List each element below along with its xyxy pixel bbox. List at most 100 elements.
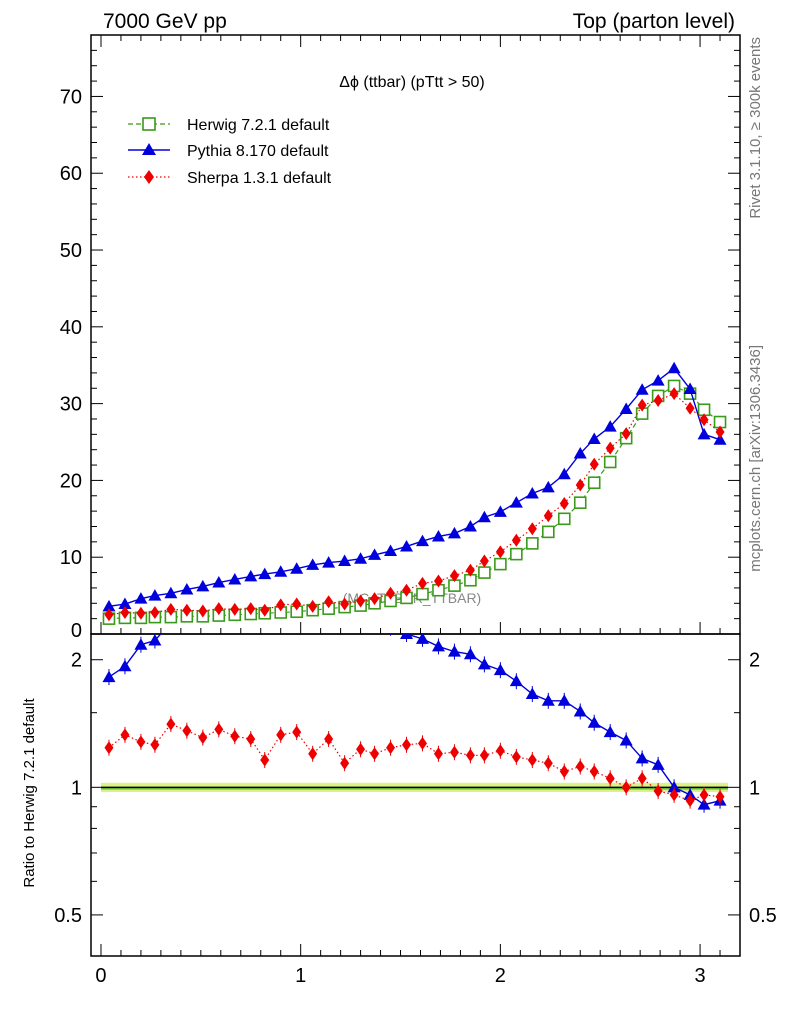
ratio-y-ticks: 0.5 0.5 1 1 2 2 xyxy=(54,650,777,927)
ratio-point-pythia xyxy=(651,758,665,770)
main-point-pythia xyxy=(134,592,148,604)
main-point-sherpa xyxy=(589,457,599,471)
main-point-pythia xyxy=(274,565,288,577)
main-point-sherpa xyxy=(637,398,647,412)
main-point-sherpa xyxy=(653,394,663,408)
ratio-point-sherpa xyxy=(402,738,412,752)
main-point-sherpa xyxy=(511,533,521,547)
y-tick-label: 20 xyxy=(60,470,82,492)
ratio-point-sherpa xyxy=(637,771,647,785)
ratio-point-sherpa xyxy=(166,717,176,731)
ratio-point-pythia xyxy=(697,798,711,810)
legend-label-sherpa: Sherpa 1.3.1 default xyxy=(187,170,332,187)
ratio-point-sherpa xyxy=(370,747,380,761)
legend-marker-pythia xyxy=(142,143,156,155)
ratio-point-pythia xyxy=(573,704,587,717)
main-point-sherpa xyxy=(433,574,443,588)
main-point-pythia xyxy=(228,572,242,585)
ratio-point-pythia xyxy=(102,670,116,683)
main-point-pythia xyxy=(587,432,601,444)
ratio-y-axis-label: Ratio to Herwig 7.2.1 default xyxy=(21,698,38,888)
ratio-point-sherpa xyxy=(605,771,615,785)
ratio-point-pythia xyxy=(431,639,445,652)
main-series-line-pythia xyxy=(108,367,721,608)
main-point-pythia xyxy=(322,556,336,568)
main-point-pythia xyxy=(541,480,555,493)
legend-entry-sherpa: Sherpa 1.3.1 default xyxy=(128,170,332,187)
main-y-ticks: 10 20 30 40 50 60 70 0 xyxy=(60,49,740,642)
ratio-point-sherpa xyxy=(575,759,585,773)
main-point-pythia xyxy=(338,554,352,567)
x-tick-label: 1 xyxy=(295,965,306,987)
main-point-pythia xyxy=(525,486,539,499)
main-point-pythia xyxy=(697,427,711,440)
main-point-sherpa xyxy=(543,509,553,523)
legend-entry-herwig: Herwig 7.2.1 default xyxy=(128,117,330,134)
y-tick-label-zero: 0 xyxy=(71,620,82,642)
ratio-point-pythia xyxy=(244,585,257,597)
ratio-point-sherpa xyxy=(182,724,192,738)
main-point-pythia xyxy=(196,579,210,592)
ratio-point-sherpa xyxy=(433,747,443,761)
ratio-point-pythia xyxy=(400,634,414,639)
main-point-sherpa xyxy=(246,602,256,616)
main-point-pythia xyxy=(400,539,414,552)
main-point-pythia xyxy=(102,599,116,612)
main-point-pythia xyxy=(118,597,132,610)
main-point-pythia xyxy=(619,402,633,414)
ratio-point-pythia xyxy=(368,609,381,621)
ratio-point-pythia xyxy=(635,751,649,764)
ratio-point-pythia xyxy=(509,674,523,687)
ratio-point-sherpa xyxy=(308,747,318,761)
ratio-point-pythia xyxy=(477,657,491,670)
main-point-pythia xyxy=(180,582,194,595)
ratio-point-sherpa xyxy=(511,750,521,764)
main-point-sherpa xyxy=(370,592,380,606)
y-tick-label: 50 xyxy=(60,240,82,262)
main-series-layer xyxy=(102,361,727,625)
main-point-sherpa xyxy=(276,598,286,612)
main-point-pythia xyxy=(164,586,178,599)
ratio-point-sherpa xyxy=(260,753,270,767)
ratio-point-pythia xyxy=(603,725,617,738)
ratio-point-sherpa xyxy=(198,731,208,745)
main-point-sherpa xyxy=(685,401,695,415)
ratio-point-sherpa xyxy=(449,745,459,759)
main-series-line-herwig xyxy=(108,385,721,620)
main-point-sherpa xyxy=(605,441,615,455)
ratio-tick-label: 0.5 xyxy=(54,905,82,927)
header-left: 7000 GeV pp xyxy=(103,10,227,33)
ratio-point-pythia xyxy=(557,694,571,706)
ratio-point-sherpa xyxy=(699,788,709,802)
main-point-herwig xyxy=(541,525,555,539)
ratio-tick-label-right: 2 xyxy=(749,650,760,672)
main-point-sherpa xyxy=(402,583,412,597)
x-tick-label: 0 xyxy=(95,965,106,987)
main-point-pythia xyxy=(148,589,162,601)
main-point-pythia xyxy=(683,382,697,395)
ratio-point-sherpa xyxy=(340,756,350,770)
ratio-point-sherpa xyxy=(356,742,366,756)
ratio-point-sherpa xyxy=(559,764,569,778)
main-point-pythia xyxy=(384,544,398,557)
main-point-sherpa xyxy=(699,413,709,427)
legend: Herwig 7.2.1 default Pythia 8.170 defaul… xyxy=(128,117,332,187)
ratio-point-pythia xyxy=(619,733,633,746)
x-tick-label: 2 xyxy=(495,965,506,987)
ratio-point-sherpa xyxy=(543,756,553,770)
main-point-pythia xyxy=(354,552,368,564)
main-point-sherpa xyxy=(621,427,631,441)
ratio-point-sherpa xyxy=(465,748,475,762)
ratio-point-sherpa xyxy=(246,732,256,746)
main-point-sherpa xyxy=(559,496,569,510)
main-point-sherpa xyxy=(260,603,270,617)
ratio-point-sherpa xyxy=(417,736,427,750)
ratio-point-pythia xyxy=(134,638,148,650)
ratio-point-pythia xyxy=(587,716,601,728)
ratio-point-sherpa xyxy=(479,748,489,762)
main-point-pythia xyxy=(463,519,477,532)
main-point-herwig xyxy=(587,476,601,490)
main-point-sherpa xyxy=(182,603,192,617)
main-point-pythia xyxy=(573,447,587,459)
ratio-plot-panel: 0.5 0.5 1 1 2 2 0 1 2 3 xyxy=(54,35,777,987)
